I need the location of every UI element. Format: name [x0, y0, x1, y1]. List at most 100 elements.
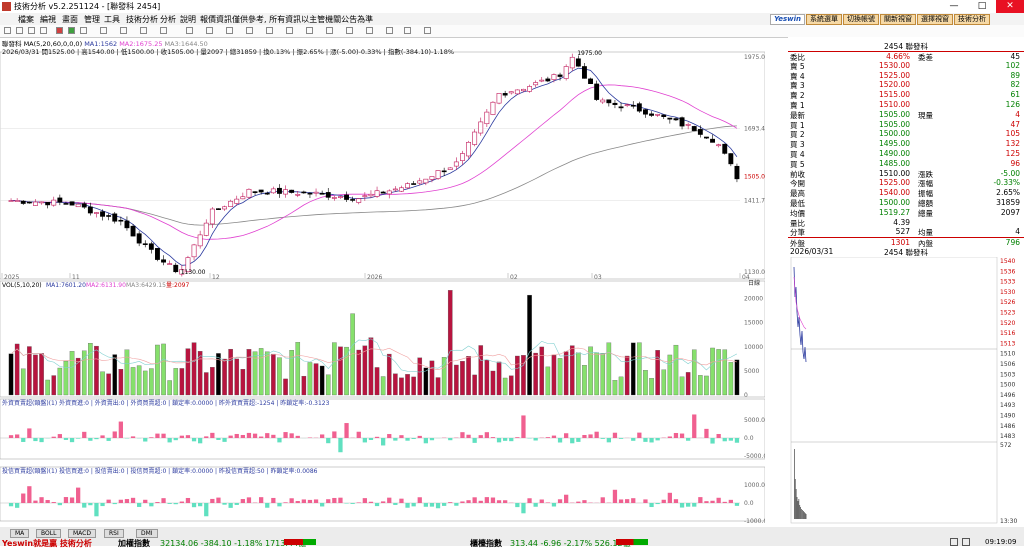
quote-value-2: 96 [1010, 159, 1020, 168]
arrow-tool-icon[interactable] [286, 27, 293, 34]
layout-icon[interactable] [80, 27, 87, 34]
disclaimer-text: 報價資訊僅供參考, 所有資訊以主管機關公告為準 [200, 14, 373, 25]
tab-new-window[interactable]: 關新視窗 [880, 14, 916, 25]
foreign-panel-bar [180, 436, 184, 438]
trust-panel-bar [582, 500, 586, 503]
grid-tool-icon[interactable] [140, 27, 147, 34]
foreign-panel-bar [204, 436, 208, 438]
menu-view[interactable]: 編視 [40, 14, 56, 25]
bottom-bar: MA BOLL MACD RSI DMI Yeswin就是贏 技術分析 加權指數… [0, 527, 1024, 546]
intraday-volume-bar [795, 479, 796, 519]
trust-panel-bar [70, 497, 74, 503]
channel-icon[interactable] [226, 27, 233, 34]
date-axis-label: 11 [72, 274, 80, 281]
candle-body [326, 192, 330, 197]
volume-bar [186, 349, 190, 395]
intraday-chart[interactable]: 1540153615331530152615231520151615131510… [788, 257, 1024, 527]
menu-screen[interactable]: 畫面 [62, 14, 78, 25]
candle-body [107, 215, 111, 216]
trust-panel-axis-tick: 1000.0 [744, 482, 765, 489]
trendline-icon[interactable] [186, 27, 193, 34]
color-tool-icon[interactable] [68, 27, 75, 34]
network-icon [950, 538, 958, 546]
intraday-volume-bar [806, 514, 807, 519]
intraday-volume-bar [803, 511, 804, 519]
fib-tool-icon[interactable] [206, 27, 213, 34]
draw-tool-icon[interactable] [56, 27, 63, 34]
maximize-button[interactable]: □ [968, 0, 996, 13]
tab-macd[interactable]: MACD [68, 529, 96, 538]
menu-tools[interactable]: 工具 [104, 14, 120, 25]
volume-bar [21, 369, 25, 395]
menu-technical[interactable]: 技術分析 [126, 14, 158, 25]
tab-dmi[interactable]: DMI [136, 529, 158, 538]
trust-panel-bar [442, 503, 446, 506]
intraday-price-tick: 1493 [1000, 402, 1015, 409]
trust-panel-bar [534, 503, 538, 507]
menu-manage[interactable]: 管理 [84, 14, 100, 25]
foreign-panel-bar [710, 438, 714, 444]
tab-switch-account[interactable]: 切換帳號 [843, 14, 879, 25]
foreign-panel-bar [21, 438, 25, 442]
save-icon[interactable] [424, 27, 431, 34]
candle-body [558, 75, 562, 77]
tab-boll[interactable]: BOLL [36, 529, 61, 538]
close-button[interactable]: ✕ [996, 0, 1024, 13]
foreign-panel-bar [241, 435, 245, 438]
volume-bar [558, 358, 562, 395]
foreign-panel-axis-tick: 5000.0 [744, 417, 765, 424]
intraday-price-tick: 1536 [1000, 268, 1015, 275]
trust-panel-bar [271, 498, 275, 503]
ellipse-tool-icon[interactable] [266, 27, 273, 34]
volume-bar [412, 377, 416, 395]
period-tool-icon[interactable] [120, 27, 127, 34]
lock-tool-icon[interactable] [404, 27, 411, 34]
shape-tool-icon[interactable] [326, 27, 333, 34]
candle-body [161, 260, 165, 262]
circle-tool-icon[interactable] [306, 27, 313, 34]
menu-file[interactable]: 檔案 [18, 14, 34, 25]
quote-value-2: 45 [1010, 52, 1020, 61]
foreign-panel-bar [704, 429, 708, 438]
pointer-tool-icon[interactable] [4, 27, 11, 34]
crosshair-tool-icon[interactable] [16, 27, 23, 34]
quote-value: 1515.00 [879, 90, 910, 99]
tab-ma[interactable]: MA [10, 529, 29, 538]
rect-tool-icon[interactable] [246, 27, 253, 34]
tab-select-window[interactable]: 選擇視窗 [917, 14, 953, 25]
candle-body [9, 201, 13, 202]
foreign-panel-bar [320, 434, 324, 438]
volume-bar [344, 347, 348, 395]
text-tool-icon[interactable] [346, 27, 353, 34]
foreign-panel-bar [76, 438, 80, 439]
trust-panel-bar [290, 498, 294, 503]
line-tool-icon[interactable] [100, 27, 107, 34]
tab-system-menu[interactable]: 系統選單 [806, 14, 842, 25]
candle-body [643, 110, 647, 115]
minimize-button[interactable]: — [940, 0, 968, 13]
volume-bar [643, 370, 647, 395]
zoom-out-icon[interactable] [40, 27, 47, 34]
candle-body [204, 223, 208, 235]
candle-body [729, 154, 733, 164]
zoom-in-icon[interactable] [28, 27, 35, 34]
menu-help[interactable]: 說明 [180, 14, 196, 25]
candle-body [424, 179, 428, 183]
trust-panel-bar [729, 500, 733, 503]
technical-chart[interactable]: 1975.001130.001975.001693.41411.751130.0… [0, 37, 765, 526]
bar-tool-icon[interactable] [160, 27, 167, 34]
tab-rsi[interactable]: RSI [104, 529, 124, 538]
candle-body [15, 200, 19, 201]
menu-analysis[interactable]: 分析 [160, 14, 176, 25]
volume-bar [143, 371, 147, 395]
foreign-panel-bar [82, 432, 86, 438]
tab-technical-analysis[interactable]: 技術分析 [954, 14, 990, 25]
trust-panel-bar [381, 501, 385, 503]
erase-tool-icon[interactable] [366, 27, 373, 34]
foreign-panel-bar [119, 422, 123, 438]
candle-body [717, 145, 721, 146]
candle-body [485, 112, 489, 124]
trust-panel-bar [540, 500, 544, 503]
settings-tool-icon[interactable] [386, 27, 393, 34]
